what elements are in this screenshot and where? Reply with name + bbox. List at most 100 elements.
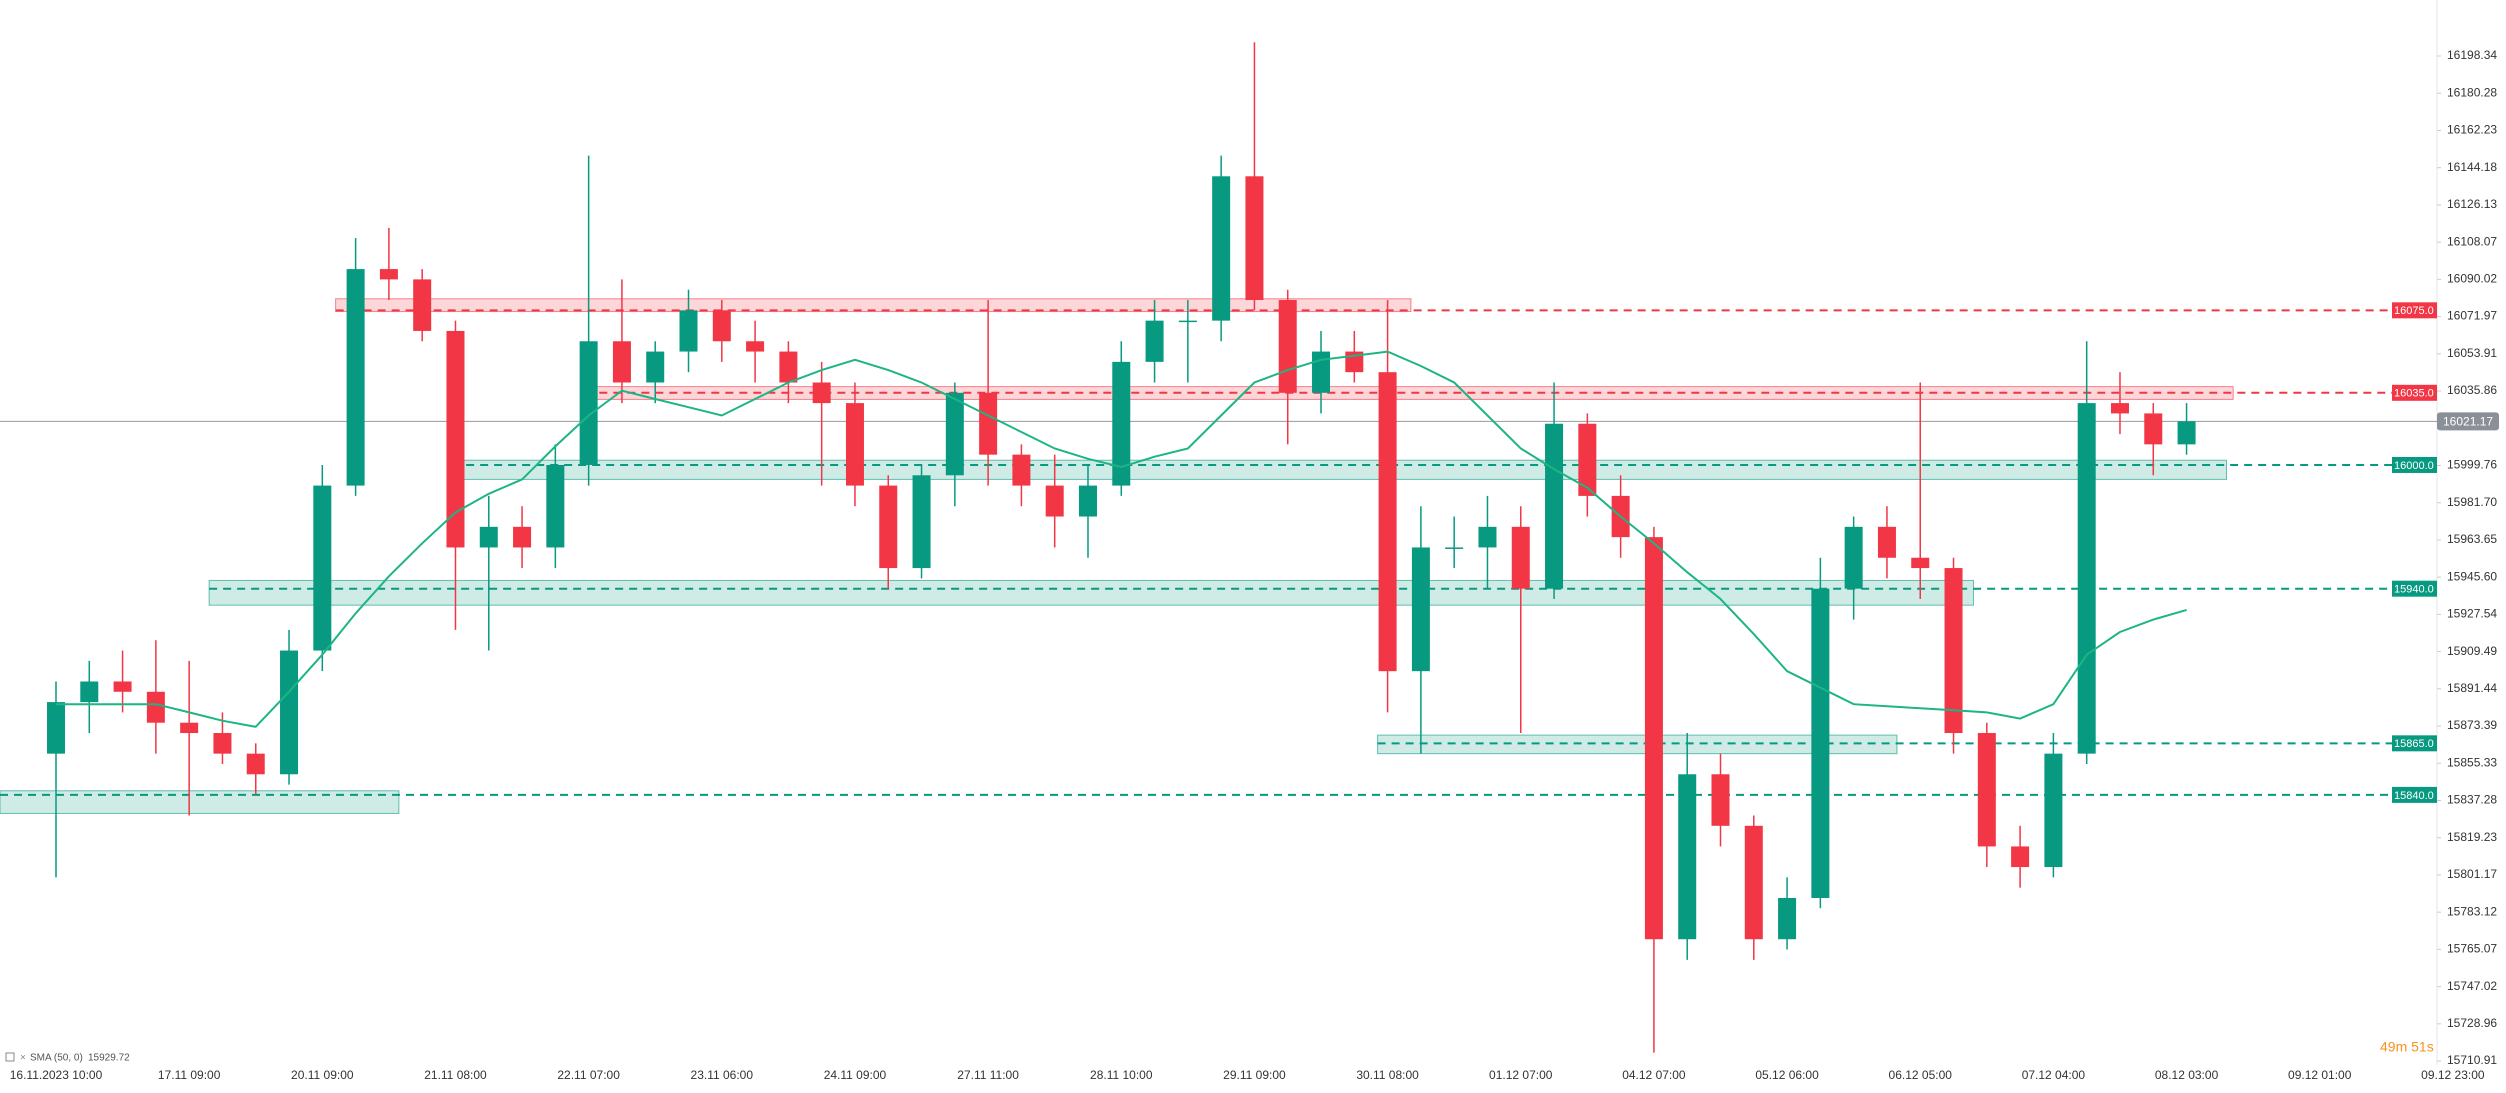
candle-body (1411, 547, 1430, 672)
x-tick-label: 30.11 08:00 (1356, 1068, 1419, 1082)
candle-body (912, 475, 931, 569)
candle-body (1212, 176, 1231, 321)
x-tick-label: 09.12 01:00 (2288, 1068, 2352, 1082)
indicator-icon (5, 1052, 15, 1062)
y-tick-label: 15909.49 (2447, 644, 2497, 658)
candle-body (1045, 485, 1064, 517)
x-tick-label: 06.12 05:00 (1889, 1068, 1953, 1082)
x-tick-label: 05.12 06:00 (1755, 1068, 1819, 1082)
y-tick-label: 15945.60 (2447, 569, 2497, 583)
candle-body (446, 330, 465, 548)
y-tick-label: 15873.39 (2447, 718, 2497, 732)
candle-body (280, 650, 299, 775)
x-tick-label: 17.11 09:00 (158, 1068, 221, 1082)
candle-body (1644, 537, 1663, 940)
y-tick-label: 16071.97 (2447, 309, 2497, 323)
candle-body (1811, 588, 1830, 898)
y-tick-label: 15837.28 (2447, 793, 2497, 807)
x-tick-label: 09.12 23:00 (2421, 1068, 2485, 1082)
y-tick-label: 16180.28 (2447, 85, 2497, 99)
y-tick-label: 15710.91 (2447, 1053, 2497, 1067)
level-label: 15940.0 (2394, 584, 2434, 596)
zone (1377, 734, 1898, 755)
candle-body (1278, 300, 1297, 393)
candle-timer: 49m 51s (2380, 1039, 2434, 1055)
candle-body (1844, 526, 1863, 589)
candle-body (2044, 753, 2063, 868)
candle-body (2177, 421, 2196, 445)
y-tick-label: 15819.23 (2447, 830, 2497, 844)
y-tick-label: 15747.02 (2447, 979, 2497, 993)
y-tick-label: 16126.13 (2447, 197, 2497, 211)
candle-body (47, 702, 65, 754)
candle-body (2077, 403, 2096, 754)
candle-body (979, 392, 998, 455)
zone (0, 790, 400, 814)
candle-body (1312, 351, 1331, 393)
y-tick-label: 16053.91 (2447, 346, 2497, 360)
candle-body (313, 485, 332, 651)
candle-body (479, 526, 498, 548)
y-tick-label: 16162.23 (2447, 123, 2497, 137)
candle-body (413, 279, 432, 331)
x-tick-label: 16.11.2023 10:00 (10, 1068, 103, 1082)
candle-body (1145, 320, 1164, 362)
y-tick-label: 15783.12 (2447, 904, 2497, 918)
candle-body (612, 341, 631, 383)
candle-body (945, 392, 964, 476)
candle-body (579, 341, 598, 465)
indicator-value: 15929.72 (88, 1053, 130, 1064)
candle-body (546, 464, 565, 548)
candle-body (1877, 526, 1896, 558)
level-label-box (2392, 735, 2437, 752)
candle-body (1078, 485, 1097, 517)
candle-body (1112, 361, 1131, 486)
level-label-box (2392, 786, 2437, 803)
candle-body (679, 310, 698, 352)
candle-body (1944, 568, 1963, 734)
candle-body (812, 382, 831, 404)
x-tick-label: 24.11 09:00 (824, 1068, 887, 1082)
current-price-label: 16021.17 (2443, 414, 2493, 428)
y-tick-label: 15891.44 (2447, 681, 2497, 695)
level-label: 16000.0 (2394, 460, 2434, 472)
candle-body (779, 351, 798, 383)
candle-body (1445, 547, 1464, 549)
zone (335, 298, 1412, 313)
y-tick-label: 15855.33 (2447, 755, 2497, 769)
y-tick-label: 15999.76 (2447, 458, 2497, 472)
x-tick-label: 21.11 08:00 (424, 1068, 487, 1082)
x-tick-label: 28.11 10:00 (1090, 1068, 1153, 1082)
y-tick-label: 15728.96 (2447, 1016, 2497, 1030)
indicator-name: SMA (50, 0) (30, 1053, 83, 1064)
x-tick-label: 29.11 09:00 (1223, 1068, 1286, 1082)
candle-body (879, 485, 898, 569)
candle-body (1711, 774, 1730, 826)
indicator-close: × (20, 1053, 26, 1064)
candle-body (746, 341, 765, 352)
candle-body (1378, 372, 1397, 672)
candle-body (113, 681, 132, 692)
candle-body (1578, 423, 1597, 496)
y-tick-label: 16035.86 (2447, 383, 2497, 397)
level-label-box (2392, 456, 2437, 473)
x-tick-label: 20.11 09:00 (291, 1068, 354, 1082)
candle-body (80, 681, 99, 703)
zone (208, 579, 1975, 606)
candle-body (712, 310, 731, 342)
x-tick-label: 08.12 03:00 (2155, 1068, 2219, 1082)
x-tick-label: 27.11 11:00 (957, 1068, 1019, 1082)
y-tick-label: 15981.70 (2447, 495, 2497, 509)
candle-body (1778, 897, 1797, 940)
candle-body (1178, 320, 1197, 323)
y-tick-label: 16090.02 (2447, 272, 2497, 286)
candle-body (513, 526, 532, 548)
candle-body (1545, 423, 1564, 589)
y-tick-label: 15765.07 (2447, 942, 2497, 956)
level-label-box (2392, 580, 2437, 597)
current-price-box (2437, 412, 2499, 431)
level-label: 15840.0 (2394, 790, 2434, 802)
x-tick-label: 22.11 07:00 (557, 1068, 620, 1082)
y-tick-label: 15927.54 (2447, 607, 2497, 621)
